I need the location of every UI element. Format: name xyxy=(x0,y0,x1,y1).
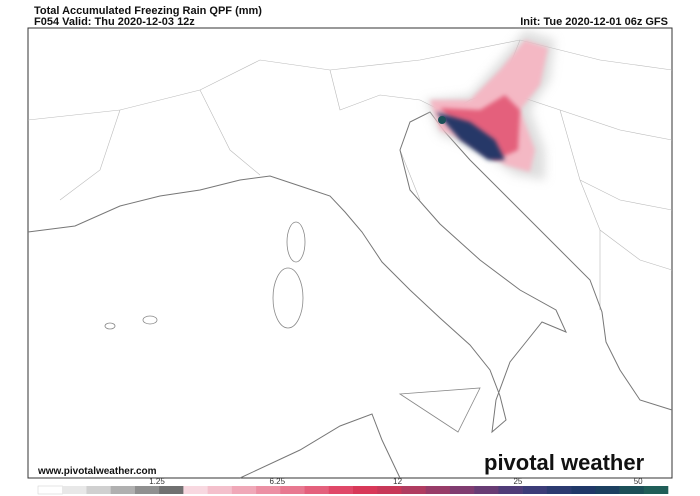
color-swatch xyxy=(643,486,669,494)
color-swatch xyxy=(86,486,111,494)
colorbar: 1.25 6.25 12 25 50 xyxy=(37,477,669,495)
color-swatch xyxy=(449,486,475,494)
color-swatch xyxy=(377,486,402,494)
color-swatch xyxy=(619,486,645,494)
valid-time: F054 Valid: Thu 2020-12-03 12z xyxy=(34,16,195,28)
website: www.pivotalweather.com xyxy=(37,466,157,477)
color-swatch xyxy=(474,486,499,494)
color-swatch xyxy=(231,486,257,494)
init-time: Init: Tue 2020-12-01 06z GFS xyxy=(520,16,668,28)
color-swatch xyxy=(134,486,160,494)
color-swatch xyxy=(425,486,451,494)
color-swatch xyxy=(207,486,233,494)
brand: pivotal weather xyxy=(484,450,645,475)
color-swatch xyxy=(328,486,354,494)
color-swatch xyxy=(62,486,87,494)
freezing-rain-area xyxy=(425,30,555,180)
color-swatch xyxy=(571,486,596,494)
colorbar-label: 12 xyxy=(393,477,402,486)
color-swatch xyxy=(183,486,208,494)
color-swatch xyxy=(401,486,426,494)
color-swatch xyxy=(522,486,548,494)
color-swatch xyxy=(159,486,184,494)
colorbar-label: 50 xyxy=(634,477,643,486)
color-swatch xyxy=(353,486,378,494)
title: Total Accumulated Freezing Rain QPF (mm) xyxy=(34,5,262,17)
color-swatch xyxy=(595,486,620,494)
color-swatch xyxy=(498,486,523,494)
colorbar-label: 1.25 xyxy=(149,477,165,486)
color-swatch xyxy=(280,486,305,494)
color-swatch xyxy=(110,486,136,494)
color-swatch xyxy=(304,486,330,494)
color-swatch xyxy=(37,485,63,495)
colorbar-label: 6.25 xyxy=(270,477,286,486)
map xyxy=(27,27,673,479)
color-swatch xyxy=(546,486,572,494)
colorbar-label: 25 xyxy=(513,477,522,486)
color-swatch xyxy=(256,486,281,494)
